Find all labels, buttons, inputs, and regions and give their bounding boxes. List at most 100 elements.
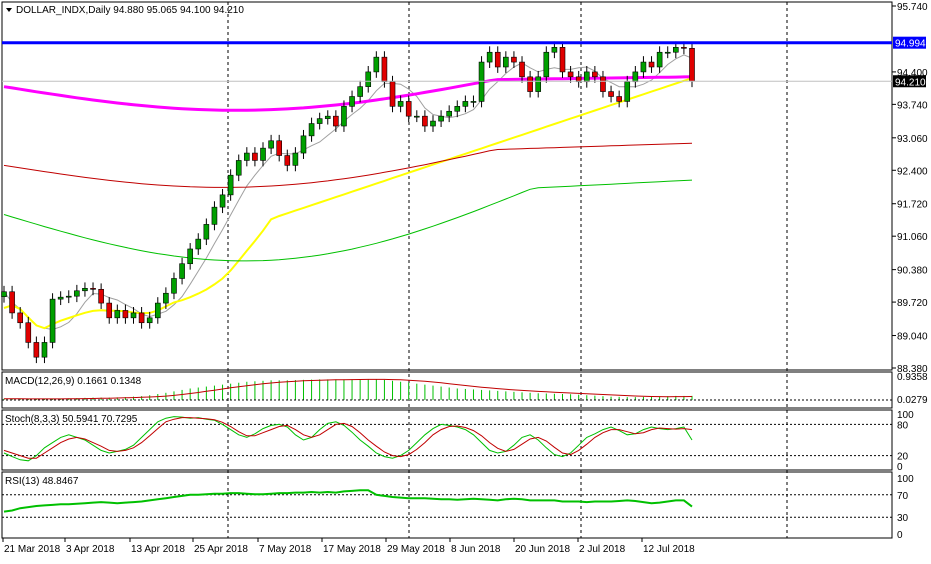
candle-body (519, 61, 525, 78)
rsi-line (2, 489, 892, 518)
candle-body (648, 61, 655, 68)
y-tick-label: 91.060 (897, 232, 928, 243)
candle-body (65, 295, 72, 298)
current-price-tag: 94.210 (893, 75, 926, 88)
candle-body (284, 155, 291, 166)
macd-signal-line (4, 378, 693, 400)
macd-panel (1, 371, 893, 409)
candle-body (146, 317, 153, 324)
rsi-label: RSI(13) 48.8467 (5, 476, 79, 487)
x-tick-label: 20 Jun 2018 (515, 544, 570, 555)
rsi-tick-label: 30 (897, 513, 909, 524)
candle-body (486, 51, 493, 63)
candle-body (543, 51, 550, 78)
candle-body (689, 47, 695, 82)
candle-body (25, 322, 32, 343)
candle-body (600, 76, 606, 92)
candle-body (90, 288, 96, 290)
candle-body (292, 152, 299, 166)
candle-body (308, 123, 315, 137)
candle-body (260, 147, 266, 161)
x-tick-label: 21 Mar 2018 (4, 544, 61, 555)
candle-body (130, 312, 137, 319)
candle-body (41, 342, 48, 358)
y-tick-label: 93.740 (897, 100, 928, 111)
candle-body (300, 135, 307, 154)
candle-body (179, 263, 185, 279)
candle-body (365, 71, 372, 87)
candle-body (17, 312, 23, 324)
x-tick-label: 17 May 2018 (323, 544, 381, 555)
x-tick-label: 7 May 2018 (259, 544, 312, 555)
candle-body (430, 120, 436, 127)
x-tick-label: 29 May 2018 (387, 544, 445, 555)
candle-body (244, 152, 250, 161)
candle-body (324, 115, 331, 119)
hline-price-tag: 94.994 (893, 36, 926, 50)
candle-body (98, 289, 104, 304)
candle-body (276, 140, 283, 156)
candle-body (341, 106, 347, 127)
candle-body (454, 106, 461, 112)
candle-body (195, 238, 202, 250)
stoch-tick-label: 80 (897, 420, 909, 431)
rsi-tick-label: 70 (897, 491, 909, 502)
candle-body (381, 56, 388, 83)
current-price-label: 94.210 (895, 77, 926, 88)
chart-title: DOLLAR_INDX,Daily 94.880 95.065 94.100 9… (16, 5, 244, 16)
candle-body (640, 61, 647, 73)
candle-body (122, 310, 129, 319)
candle-body (187, 248, 193, 265)
y-tick-label: 89.720 (897, 298, 928, 309)
candle-body (357, 86, 363, 97)
candle-body (413, 115, 420, 118)
candle-body (316, 118, 323, 124)
candle-body (252, 152, 258, 161)
candle-body (462, 101, 469, 107)
stoch-d-line (3, 417, 693, 459)
x-tick-label: 2 Jul 2018 (579, 544, 626, 555)
candle-body (567, 71, 574, 78)
candle-body (114, 310, 121, 319)
x-tick-label: 12 Jul 2018 (643, 544, 695, 555)
macd-label: MACD(12,26,9) 0.1661 0.1348 (5, 376, 142, 387)
price-axis: 95.740 94.400 93.740 93.060 92.400 91.720 91.0… (892, 2, 928, 375)
candle-body (49, 298, 56, 343)
candle-body (154, 302, 161, 319)
rsi-tick-label: 0 (897, 530, 903, 541)
candle-body (632, 71, 639, 83)
candle-body (405, 101, 412, 117)
candle-body (438, 115, 444, 122)
stoch-panel (1, 409, 893, 471)
ma-red-line (3, 142, 693, 188)
moving-averages (3, 54, 693, 331)
candle-body (227, 174, 234, 196)
candle-body (527, 76, 533, 92)
macd-histogram (2, 378, 892, 401)
x-tick-label: 13 Apr 2018 (131, 544, 185, 555)
candle-body (163, 292, 169, 304)
candle-body (681, 47, 687, 49)
dropdown-triangle-icon[interactable] (6, 8, 12, 12)
candle-body (470, 101, 477, 103)
y-tick-label: 91.720 (897, 200, 928, 211)
main-panel (1, 1, 893, 371)
x-tick-label: 8 Jun 2018 (451, 544, 501, 555)
candle-body (559, 47, 566, 73)
candle-body (656, 51, 663, 68)
rsi-value-line (3, 489, 693, 513)
rsi-tick-label: 100 (897, 474, 914, 485)
candle-body (664, 51, 671, 54)
ma-yellow-line (3, 77, 693, 330)
macd-tick-label: 0.0279 (897, 395, 928, 406)
y-tick-label: 88.380 (897, 364, 928, 375)
stochastic-lines (2, 416, 892, 462)
y-tick-label: 89.040 (897, 332, 928, 343)
y-tick-label: 92.400 (897, 166, 928, 177)
candle-body (511, 56, 517, 63)
hline-price-label: 94.994 (895, 39, 926, 50)
macd-axis: 0.9358 0.0279 (897, 372, 928, 406)
candle-body (333, 115, 339, 127)
